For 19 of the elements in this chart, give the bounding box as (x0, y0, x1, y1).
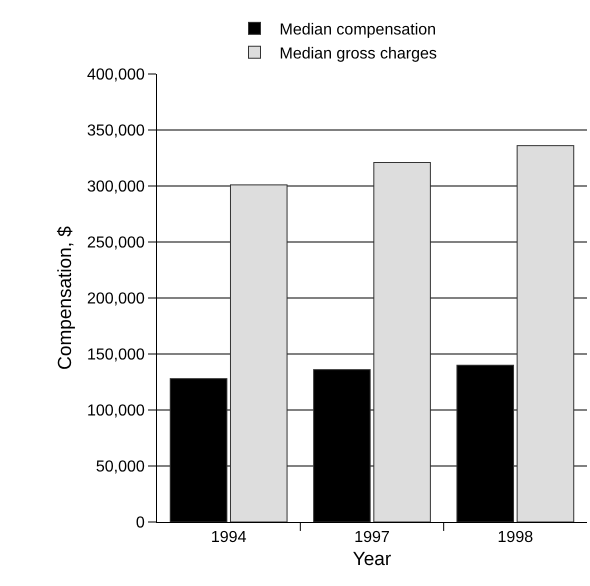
x-tick-label: 1997 (354, 529, 390, 546)
bar (516, 145, 574, 522)
y-tick-label: 300,000 (86, 178, 145, 196)
y-tick-label: 400,000 (86, 66, 145, 84)
x-tick-label: 1994 (210, 529, 247, 546)
legend-label: Median compensation (280, 22, 436, 39)
y-tick-label: 200,000 (86, 290, 145, 308)
y-tick-label: 250,000 (86, 234, 145, 252)
y-tick-label: 150,000 (86, 346, 145, 364)
y-tick-label: 0 (136, 514, 145, 532)
y-tick-label: 350,000 (86, 122, 145, 140)
bar (230, 184, 288, 522)
x-tick-label: 1998 (498, 529, 534, 546)
y-tick-label: 100,000 (86, 402, 145, 420)
legend-label: Median gross charges (280, 45, 437, 62)
bar (373, 162, 431, 522)
x-axis-title: Year (352, 549, 392, 570)
y-axis-title: Compensation, $ (54, 226, 76, 370)
y-tick-label: 50,000 (96, 458, 145, 476)
